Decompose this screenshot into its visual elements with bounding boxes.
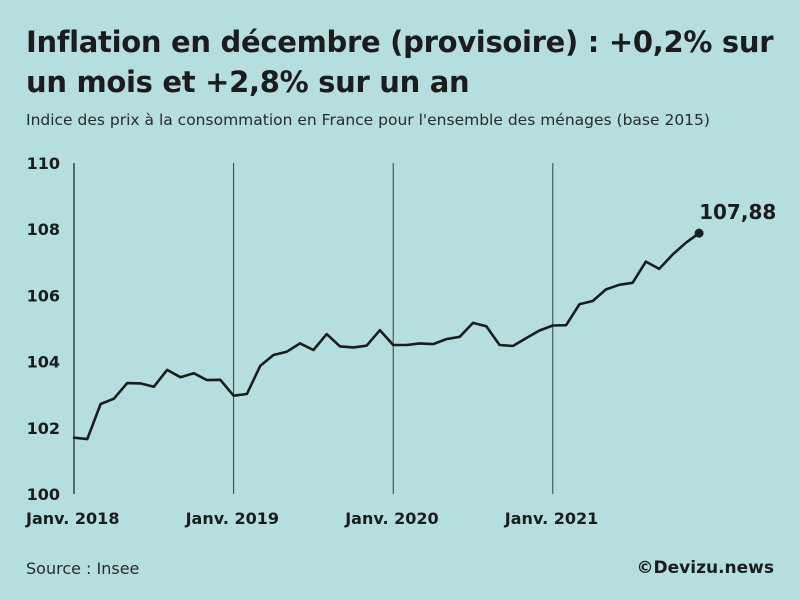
chart-subtitle: Indice des prix à la consommation en Fra… [26,111,710,129]
source-note: Source : Insee [26,559,140,578]
y-tick-label: 104 [27,353,60,372]
y-tick-label: 108 [27,220,60,239]
credit-logo: ©Devizu.news [636,558,774,578]
x-tick-label: Janv. 2018 [25,509,119,528]
x-tick-label: Janv. 2020 [344,509,438,528]
data-label: 107,88 [699,200,776,224]
y-tick-label: 110 [27,154,60,173]
y-tick-label: 100 [27,485,60,504]
x-tick-label: Janv. 2021 [504,509,598,528]
x-tick-label: Janv. 2019 [185,509,279,528]
y-tick-label: 102 [27,419,60,438]
last-data-point [694,228,704,238]
y-tick-label: 106 [27,286,60,305]
series-line [72,231,701,441]
chart-title: Inflation en décembre (provisoire) : +0,… [26,25,774,99]
